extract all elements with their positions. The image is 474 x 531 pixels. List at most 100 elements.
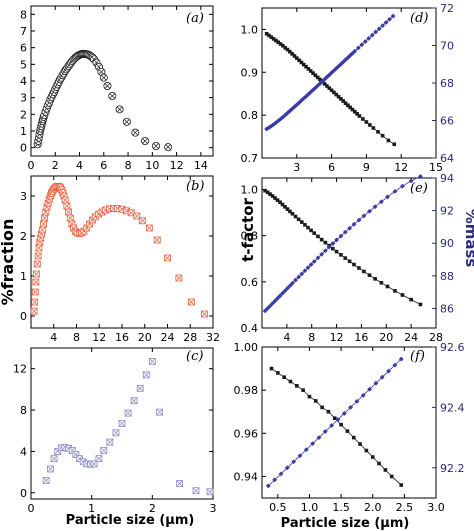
marker-cross [132, 129, 139, 136]
data-point [418, 302, 423, 307]
data-point [338, 233, 344, 239]
data-point [148, 358, 156, 365]
data-point [47, 465, 54, 473]
data-point [50, 455, 58, 463]
data-point [334, 92, 339, 97]
data-point [339, 422, 343, 427]
data-point [377, 461, 381, 466]
y-tick-label: 0.8 [241, 109, 259, 122]
plot-frame [30, 347, 214, 500]
data-point [355, 112, 359, 116]
data-point [347, 225, 353, 231]
data-point [313, 399, 318, 403]
y-tick-label: 6 [20, 42, 27, 55]
data-point [334, 249, 339, 254]
data-point [303, 447, 309, 453]
x-tick-label: 4 [50, 331, 57, 344]
data-point [133, 212, 141, 220]
marker-cross [34, 252, 42, 260]
x-tick-label: 12 [330, 331, 344, 344]
x-tick-label: 2 [149, 502, 156, 515]
marker-cross [32, 278, 40, 286]
data-point [318, 77, 322, 82]
data-point [276, 371, 280, 375]
data-point [306, 67, 311, 71]
data-point [265, 306, 270, 311]
data-point [284, 465, 290, 471]
data-point [192, 487, 200, 495]
data-point [290, 280, 295, 286]
data-point [288, 379, 293, 384]
y-tick-label: 0 [20, 310, 27, 323]
x-tick-label: 10 [145, 159, 159, 172]
marker-cross [118, 420, 126, 427]
data-point [38, 226, 46, 234]
data-point [270, 300, 275, 306]
y-right-tick-label: 92 [440, 205, 454, 218]
data-point [304, 64, 308, 69]
data-point [408, 178, 414, 184]
data-point [392, 362, 398, 368]
marker-cross [124, 409, 132, 417]
data-point [326, 244, 332, 250]
data-point [339, 97, 343, 101]
data-point [275, 295, 280, 301]
marker-cross [127, 209, 135, 217]
data-point [399, 483, 403, 487]
data-point [392, 142, 397, 147]
left-ylabel: %fraction [0, 219, 17, 306]
x-tick-label: 24 [404, 331, 418, 344]
y-tick-label: 1.00 [234, 341, 259, 354]
data-point [352, 48, 358, 54]
data-point [288, 49, 292, 54]
data-point [372, 204, 378, 210]
marker-cross [34, 260, 41, 268]
data-point [376, 26, 382, 32]
y-right-tick-label: 94 [440, 172, 454, 185]
data-point [296, 217, 301, 222]
right-ylabel-left: t-factor [239, 197, 257, 261]
y-right-tick-label: 68 [440, 77, 454, 90]
x-tick-label: 12 [394, 161, 408, 174]
data-point [293, 277, 298, 283]
series-line [268, 358, 402, 487]
data-point [176, 480, 184, 487]
data-point [103, 82, 112, 91]
marker-cross [153, 143, 159, 149]
x-tick-label: 8 [125, 159, 132, 172]
data-point [278, 200, 282, 205]
data-point [285, 47, 290, 52]
panel-label: (b) [186, 179, 204, 194]
y-tick-label: 0.4 [241, 322, 259, 335]
y-tick-label: 2 [20, 108, 27, 121]
marker-cross [130, 397, 138, 404]
data-point [315, 255, 321, 261]
data-point [118, 420, 126, 427]
marker-cross [206, 488, 214, 496]
marker-cross [149, 358, 156, 365]
x-tick-label: 1 [88, 502, 95, 515]
data-point [290, 211, 295, 216]
data-point [282, 375, 286, 379]
y-tick-label: 0.96 [234, 427, 259, 440]
y-tick-label: 2 [20, 230, 27, 243]
marker-cross [35, 244, 43, 252]
marker-cross [63, 202, 71, 210]
data-point [301, 388, 305, 392]
data-point [156, 408, 164, 416]
x-tick-label: 3.0 [427, 501, 445, 514]
data-point [352, 262, 356, 267]
data-point [280, 202, 285, 207]
data-point [151, 141, 160, 150]
x-tick-label: 1.0 [301, 501, 319, 514]
y-tick-label: 8 [20, 8, 27, 21]
data-point [299, 98, 304, 103]
left-xlabel: Particle size (μm) [66, 513, 195, 528]
data-point [141, 136, 150, 145]
data-point [297, 58, 301, 63]
data-point [322, 248, 328, 254]
y-right-tick-label: 66 [440, 115, 454, 128]
marker-cross [176, 480, 183, 487]
panel-label: (f) [410, 349, 425, 364]
